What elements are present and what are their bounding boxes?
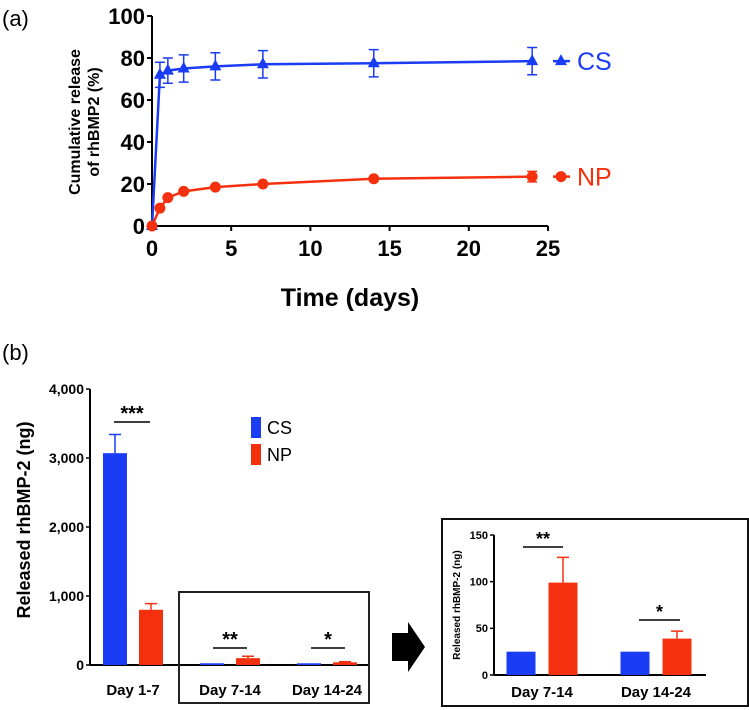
y-tick-label: 4,000 — [49, 381, 84, 397]
data-point-np — [146, 220, 158, 232]
y-tick-label: 40 — [121, 130, 145, 155]
data-point-np — [526, 171, 538, 183]
data-point-cs — [153, 67, 166, 79]
category-label: Day 7-14 — [199, 682, 261, 699]
data-point-np — [162, 192, 174, 204]
y-tick-label: 0 — [133, 214, 145, 239]
bar-cs — [200, 663, 224, 665]
bar-cs — [103, 453, 127, 665]
error-bar — [242, 655, 254, 659]
significance-stars: *** — [120, 403, 144, 425]
panel-b-label: (b) — [2, 340, 29, 365]
category-label: Day 14-24 — [292, 682, 363, 699]
data-point-cs — [256, 57, 269, 69]
significance-stars: * — [656, 602, 663, 622]
y-tick-label: 60 — [121, 88, 145, 113]
error-bar — [145, 602, 157, 610]
y-tick-label: 100 — [108, 4, 145, 29]
x-tick-label: 10 — [298, 236, 322, 261]
legend-swatch-np — [251, 444, 261, 465]
bar-np — [236, 658, 260, 665]
inset-box — [441, 518, 749, 707]
data-point-np — [257, 178, 269, 190]
data-point-cs — [526, 54, 539, 66]
zoom-region-box — [178, 591, 370, 704]
panel-a-label: (a) — [2, 6, 29, 31]
category-label: Day 7-14 — [511, 684, 573, 701]
y-tick-label: 1,000 — [49, 588, 84, 604]
panel-a-chart: 0 20 40 60 80 100 0 5 10 15 20 25 CS NP — [108, 4, 611, 261]
panel-a-ylabel-2: of rhBMP2 (%) — [86, 67, 103, 176]
y-tick-label: 80 — [121, 46, 145, 71]
x-tick-label: 20 — [457, 236, 481, 261]
y-tick-label: 150 — [470, 530, 488, 542]
y-tick-label: 3,000 — [49, 450, 84, 466]
y-tick-label: 0 — [76, 657, 84, 673]
bar-np — [548, 582, 578, 675]
x-tick-label: 25 — [536, 236, 560, 261]
y-tick-label: 20 — [121, 172, 145, 197]
panel-b-ylabel: Released rhBMP-2 (ng) — [14, 421, 34, 618]
series-line-cs — [150, 59, 533, 227]
panel-a-xlabel: Time (days) — [281, 284, 419, 312]
error-bar — [557, 556, 569, 583]
data-point-np — [178, 185, 190, 197]
series-line-np — [150, 175, 533, 227]
data-point-np — [209, 181, 221, 193]
y-tick-label: 2,000 — [49, 519, 84, 535]
bar-cs — [620, 651, 650, 675]
legend-label-np: NP — [267, 445, 292, 465]
legend-swatch-cs — [251, 417, 261, 438]
inset-chart: 0 50 100 150 Day 7-14 ** Day 14-24 * — [470, 529, 706, 701]
x-tick-label: 5 — [225, 236, 237, 261]
data-point-np — [368, 173, 380, 185]
y-tick-label: 0 — [482, 670, 488, 682]
data-point-cs — [177, 61, 190, 73]
significance-stars: ** — [222, 629, 238, 651]
data-point-cs — [209, 59, 222, 71]
error-bar — [671, 630, 683, 639]
bar-cs — [297, 663, 321, 665]
inset-ylabel: Released rhBMP-2 (ng) — [452, 550, 463, 659]
legend-triangle-icon — [555, 54, 567, 66]
y-tick-label: 50 — [476, 623, 488, 635]
legend-label-np: NP — [577, 164, 612, 192]
legend-label-cs: CS — [577, 48, 612, 76]
data-point-cs — [367, 56, 380, 68]
category-label: Day 14-24 — [621, 684, 692, 701]
data-point-np — [154, 202, 166, 214]
significance-stars: ** — [536, 529, 550, 549]
x-tick-label: 15 — [377, 236, 401, 261]
bar-np — [662, 638, 692, 675]
legend-label-cs: CS — [267, 418, 292, 438]
error-bar — [109, 433, 121, 454]
bar-cs — [506, 651, 536, 675]
category-label: Day 1-7 — [106, 682, 159, 699]
significance-stars: * — [324, 629, 332, 651]
arrow-icon — [392, 622, 425, 672]
bar-np — [333, 662, 357, 665]
bar-np — [139, 609, 163, 665]
legend-circle-icon — [555, 171, 567, 183]
panel-a-ylabel-1: Cumulative release — [67, 49, 84, 195]
x-tick-label: 0 — [146, 236, 158, 261]
y-tick-label: 100 — [470, 577, 488, 589]
data-point-cs — [161, 63, 174, 75]
error-bar — [339, 661, 351, 663]
